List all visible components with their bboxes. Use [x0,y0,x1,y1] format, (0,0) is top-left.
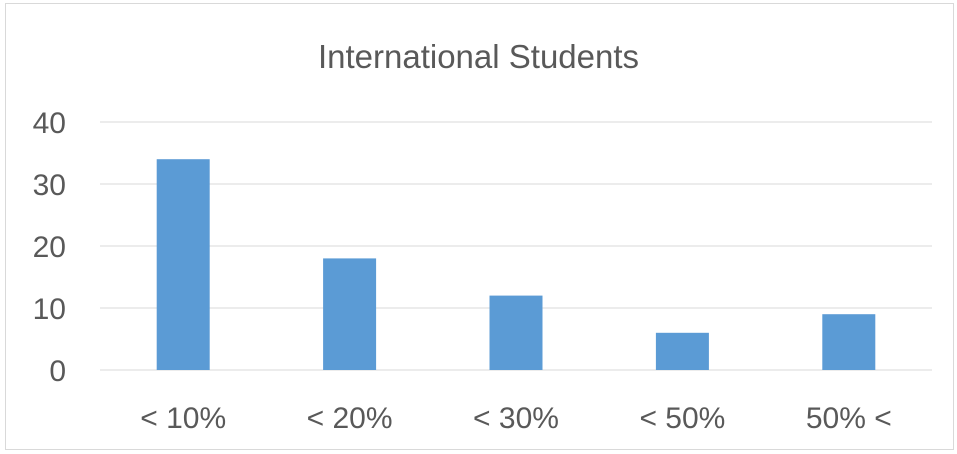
y-tick-label: 20 [33,231,66,264]
y-tick-label: 40 [33,107,66,140]
x-tick-label: < 30% [473,402,559,435]
x-axis-tick-labels: < 10% < 20% < 30% < 50% 50% < [140,402,892,435]
bar [323,258,377,370]
y-tick-label: 10 [33,293,66,326]
bar [655,332,709,370]
bar [156,159,210,370]
x-tick-label: < 20% [307,402,393,435]
y-tick-label: 30 [33,169,66,202]
x-tick-label: < 50% [639,402,725,435]
bars [156,159,876,370]
x-tick-label: 50% < [806,402,892,435]
chart-title: International Students [317,38,640,75]
y-tick-label: 0 [49,355,66,388]
x-tick-label: < 10% [140,402,226,435]
bar [822,314,876,370]
y-axis-tick-labels: 0 10 20 30 40 [33,107,66,388]
bar [489,295,543,370]
